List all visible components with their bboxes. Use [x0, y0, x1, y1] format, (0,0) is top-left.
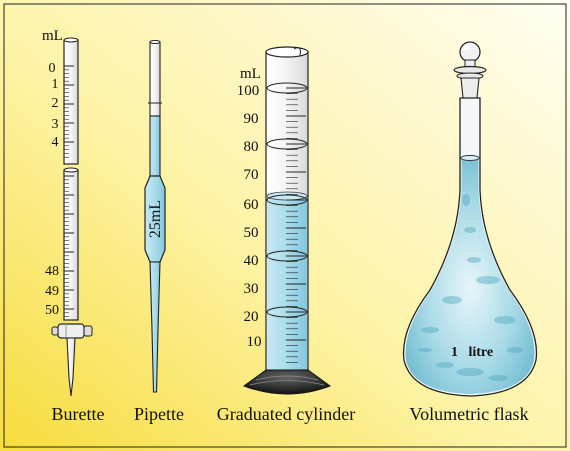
graduation-ring — [266, 194, 308, 206]
pipette-volume-text: 25mL — [147, 200, 164, 238]
liquid-spot — [421, 327, 439, 333]
graduation-ring — [266, 306, 308, 318]
cylinder-tick-label: 50 — [244, 225, 259, 241]
volumetric-flask: 1 litre Volumetric flask — [402, 41, 538, 424]
cylinder-tick-label: 30 — [244, 281, 259, 297]
pipette: 25mL Pipette — [134, 40, 184, 424]
cylinder-tick-label: 90 — [244, 111, 259, 127]
burette-tick-label: 0 — [49, 61, 56, 76]
burette-stopcock — [57, 323, 85, 339]
cylinder-tick-label: 70 — [244, 167, 259, 183]
burette-tick-label: 49 — [45, 284, 59, 299]
frame-border — [3, 3, 567, 448]
graduated-cylinder: mL 100 90 80 70 60 50 40 30 20 10 Gradua… — [217, 46, 355, 424]
flask-liquid-texture — [418, 194, 523, 381]
liquid-spot — [418, 348, 432, 352]
liquid-spot — [488, 375, 508, 381]
liquid-spot — [442, 296, 462, 304]
cylinder-tick-label: 100 — [237, 83, 260, 99]
burette-graduations — [64, 65, 74, 317]
pipette-label: Pipette — [134, 404, 184, 424]
burette: mL 0 1 2 3 4 48 49 50 Burette — [42, 28, 104, 424]
cylinder-base — [242, 369, 332, 395]
cylinder-tick-label: 60 — [244, 197, 259, 213]
cylinder-graduations — [266, 82, 308, 363]
burette-unit: mL — [42, 28, 63, 44]
graduation-ring — [266, 250, 308, 262]
burette-tip — [66, 337, 76, 397]
liquid-spot — [507, 347, 523, 353]
burette-tick-label: 4 — [52, 135, 59, 150]
burette-tick-label: 2 — [52, 96, 59, 111]
liquid-spot — [464, 227, 476, 233]
liquid-spot — [436, 362, 454, 368]
cylinder-tick-label: 20 — [244, 309, 259, 325]
burette-tick-label: 1 — [52, 77, 59, 92]
liquid-spot — [462, 194, 470, 206]
graduation-ring — [266, 138, 308, 150]
cylinder-tick-label: 10 — [247, 334, 262, 350]
liquid-spot — [494, 316, 516, 324]
graduation-ring — [266, 82, 308, 94]
cylinder-tick-label: 80 — [244, 139, 259, 155]
cylinder-liquid — [267, 196, 307, 370]
liquid-spot — [467, 257, 481, 263]
cylinder-label: Graduated cylinder — [217, 404, 355, 424]
cylinder-tick-label: 40 — [244, 253, 259, 269]
burette-tick-label: 3 — [52, 117, 59, 132]
burette-upper-tube — [63, 39, 79, 165]
burette-label: Burette — [52, 404, 105, 424]
burette-tick-label: 50 — [45, 303, 59, 318]
flask-label: Volumetric flask — [409, 404, 528, 424]
liquid-spot — [476, 276, 500, 284]
liquid-spot — [456, 368, 484, 376]
flask-stopper — [459, 41, 481, 63]
burette-tick-label: 48 — [45, 264, 59, 279]
cylinder-unit: mL — [240, 66, 261, 82]
flask-liquid — [405, 158, 535, 394]
flask-volume-text: 1 litre — [451, 345, 493, 360]
pipette-tip — [149, 261, 161, 393]
